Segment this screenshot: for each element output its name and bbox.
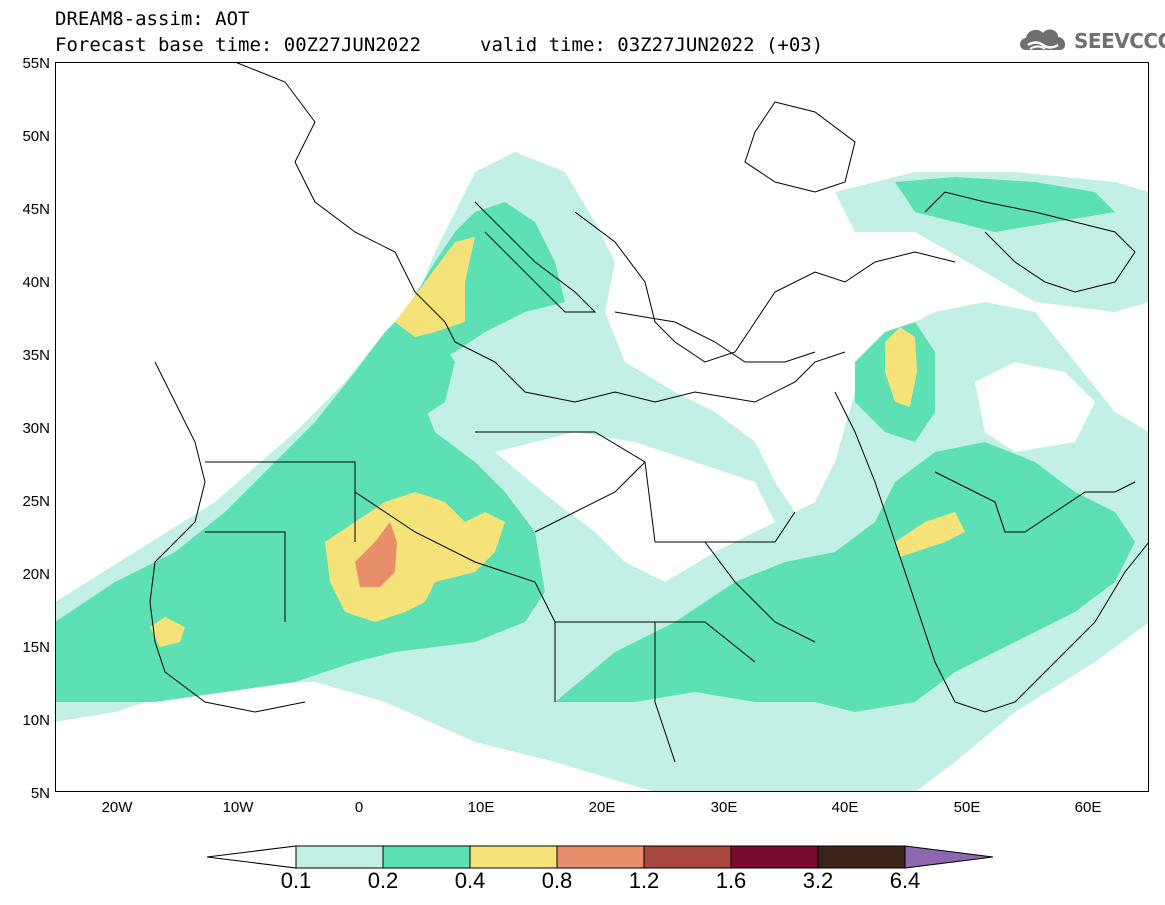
colorbar-label: 0.2 [367,868,399,893]
logo-text: SEEVCCC [1074,29,1165,53]
lat-tick: 10N [22,712,50,729]
aot-level-0-8 [355,522,397,587]
valid-time: valid time: 03Z27JUN2022 (+03) [480,34,824,56]
colorbar-swatch [295,845,384,869]
lat-tick: 20N [22,566,50,583]
lat-tick: 45N [22,201,50,218]
lon-tick: 10E [467,799,495,816]
coastlines [149,62,1149,763]
lon-tick: 60E [1074,799,1102,816]
lon-tick: 20E [588,799,616,816]
lat-tick: 55N [22,55,50,72]
forecast-base-time: Forecast base time: 00Z27JUN2022 [55,34,422,56]
seevccc-logo: SEEVCCC [1016,24,1165,58]
map-frame [55,62,1149,792]
cloud-icon [1020,29,1066,50]
colorbar-swatch [730,845,819,869]
colorbar-swatch [469,845,558,869]
colorbar-label: 0.1 [280,868,312,893]
colorbar-label: 0.8 [541,868,573,893]
colorbar-swatch [817,845,906,869]
lat-tick: 15N [22,639,50,656]
lat-tick: 5N [30,785,50,802]
lat-tick: 50N [22,128,50,145]
lon-tick: 30E [710,799,738,816]
colorbar-swatch [382,845,471,869]
aot-map [55,62,1149,792]
colorbar-label: 1.6 [715,868,747,893]
colorbar-swatch [556,845,645,869]
lon-tick: 50E [953,799,981,816]
colorbar-label: 1.2 [628,868,660,893]
lat-tick: 25N [22,493,50,510]
lon-tick: 10W [222,799,254,816]
colorbar-over-arrow [904,845,994,869]
colorbar-under-arrow [206,845,297,869]
lat-tick: 30N [22,420,50,437]
aot-colorbar [206,845,994,869]
map-title: DREAM8-assim: AOT [55,8,250,30]
lat-tick: 35N [22,347,50,364]
lon-tick: 20W [101,799,133,816]
colorbar-label: 0.4 [454,868,486,893]
lat-tick: 40N [22,274,50,291]
colorbar-label: 3.2 [802,868,834,893]
lon-tick: 40E [831,799,859,816]
colorbar-swatch [643,845,732,869]
aot-level-0-4 [150,237,965,647]
lon-tick: 0 [354,799,364,816]
colorbar-label: 6.4 [889,868,921,893]
